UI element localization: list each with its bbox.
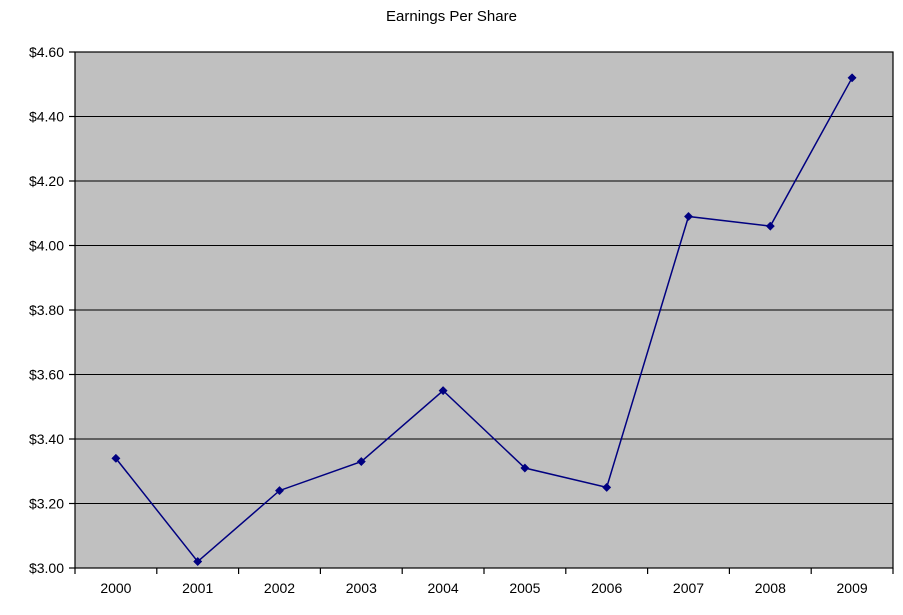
x-axis-label: 2009 xyxy=(837,580,868,596)
x-axis-label: 2003 xyxy=(346,580,377,596)
y-axis-label: $4.60 xyxy=(29,44,64,60)
chart-title: Earnings Per Share xyxy=(386,8,517,25)
x-axis-label: 2008 xyxy=(755,580,786,596)
data-point-2001 xyxy=(193,556,203,567)
x-axis-label: 2004 xyxy=(428,580,459,596)
y-axis-label: $3.40 xyxy=(29,431,64,447)
data-point-2009 xyxy=(847,73,857,83)
x-axis-label: 2000 xyxy=(100,580,131,596)
data-point-2008 xyxy=(765,221,775,231)
y-axis-label: $3.80 xyxy=(29,302,64,318)
data-point-2002 xyxy=(274,486,285,496)
x-axis-label: 2005 xyxy=(509,580,540,596)
y-axis-label: $3.60 xyxy=(29,367,64,383)
x-axis-label: 2007 xyxy=(673,580,704,596)
y-axis-label: $4.00 xyxy=(29,238,64,254)
data-point-2006 xyxy=(602,482,612,492)
y-axis-label: $3.00 xyxy=(29,560,64,576)
data-point-2005 xyxy=(520,463,530,473)
data-point-2007 xyxy=(683,211,694,222)
x-axis-label: 2002 xyxy=(264,580,295,596)
data-point-2004 xyxy=(438,386,448,396)
data-point-2003 xyxy=(356,457,366,467)
x-axis-label: 2006 xyxy=(591,580,622,596)
x-axis-label: 2001 xyxy=(182,580,213,596)
eps-line-series xyxy=(115,77,853,563)
data-point-2000 xyxy=(111,453,121,463)
y-axis-label: $4.40 xyxy=(29,109,64,125)
y-axis-label: $4.20 xyxy=(29,173,64,189)
y-axis-label: $3.20 xyxy=(29,496,64,512)
